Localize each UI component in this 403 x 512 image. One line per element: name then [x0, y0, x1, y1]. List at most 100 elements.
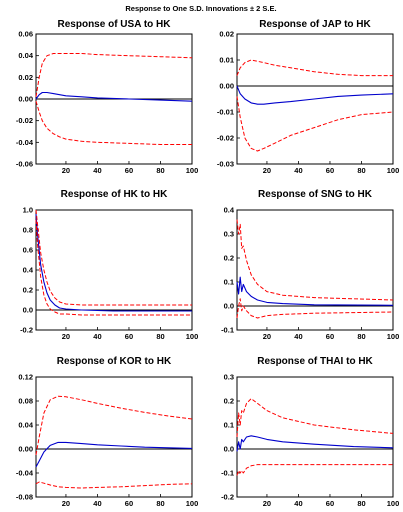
y-tick-label: -0.08: [16, 493, 33, 502]
y-tick-label: -0.02: [217, 134, 234, 143]
x-tick-label: 80: [357, 332, 365, 341]
lower-band-line: [236, 464, 393, 476]
panel-3: Response of HK to HK -0.2 0.0 0.2 0.4 0.6 0.8 1…: [20, 189, 198, 341]
y-tick-label: 0.02: [219, 30, 234, 39]
panel-2: Response of JAP to HK -0.03 -0.02 -0.01 0.00…: [217, 19, 399, 175]
lower-band-line: [35, 219, 192, 316]
y-tick-label: -0.03: [217, 160, 234, 169]
x-tick-label: 40: [294, 499, 302, 508]
panel-4: Response of SNG to HK -0.1 0.0 0.1 0.2 0.3 0.4…: [221, 189, 399, 341]
y-tick-label: -0.06: [16, 160, 33, 169]
y-tick-label: 0.1: [224, 421, 234, 430]
upper-band-line: [35, 395, 193, 456]
lower-band-line: [236, 298, 394, 319]
upper-band-line: [236, 398, 394, 438]
x-tick-label: 40: [93, 332, 101, 341]
y-tick-label: -0.2: [20, 326, 33, 335]
y-tick-label: 0.1: [224, 278, 234, 287]
panel-1: Response of USA to HK -0.06 -0.04 -0.02 0.00…: [16, 19, 198, 175]
response-line: [236, 276, 394, 306]
x-tick-label: 20: [263, 499, 271, 508]
x-tick-label: 40: [93, 499, 101, 508]
response-line: [35, 441, 193, 468]
y-tick-label: 0.2: [224, 397, 234, 406]
y-tick-label: 0.6: [23, 246, 33, 255]
y-tick-label: 0.04: [18, 421, 33, 430]
plot-frame: [35, 376, 193, 498]
y-tick-label: -0.01: [217, 108, 234, 117]
x-tick-label: 20: [62, 332, 70, 341]
panel-title: Response of THAI to HK: [257, 356, 373, 367]
y-tick-label: 0.01: [219, 56, 234, 65]
upper-band-line: [236, 219, 394, 301]
x-tick-label: 40: [294, 166, 302, 175]
x-tick-label: 20: [263, 166, 271, 175]
panel-title: Response of USA to HK: [58, 19, 172, 30]
y-tick-label: -0.04: [16, 469, 34, 478]
x-tick-label: 100: [387, 166, 400, 175]
x-tick-label: 20: [62, 499, 70, 508]
y-tick-label: 0.02: [18, 73, 33, 82]
plot-frame: [236, 209, 394, 331]
panel-5: Response of KOR to HK -0.08 -0.04 0.00 0.04 0…: [16, 356, 198, 508]
panel-title: Response of KOR to HK: [57, 356, 172, 367]
y-tick-label: -0.1: [221, 469, 234, 478]
response-line: [35, 91, 193, 102]
x-tick-label: 100: [186, 499, 199, 508]
response-line: [236, 85, 394, 105]
x-tick-label: 80: [357, 166, 365, 175]
y-tick-label: -0.02: [16, 116, 33, 125]
panel-6: Response of THAI to HK -0.2 -0.1 0.0 0.1 0.2 0…: [221, 356, 399, 508]
x-tick-label: 100: [387, 499, 400, 508]
y-tick-label: 0.04: [18, 51, 33, 60]
plot-frame: [236, 376, 394, 498]
x-tick-label: 60: [125, 499, 133, 508]
x-tick-label: 100: [186, 332, 199, 341]
lower-band-line: [35, 101, 192, 145]
y-tick-label: 0.0: [23, 306, 33, 315]
y-tick-label: -0.1: [221, 326, 234, 335]
y-tick-label: 0.12: [18, 373, 33, 382]
y-tick-label: 0.2: [224, 254, 234, 263]
x-tick-label: 100: [387, 332, 400, 341]
panel-title: Response of HK to HK: [61, 189, 168, 200]
y-tick-label: 0.0: [224, 445, 234, 454]
y-tick-label: 0.3: [224, 230, 234, 239]
lower-band-line: [35, 481, 193, 489]
x-tick-label: 60: [326, 332, 334, 341]
x-tick-label: 20: [263, 332, 271, 341]
y-tick-label: 0.08: [18, 397, 33, 406]
y-tick-label: 0.0: [224, 302, 234, 311]
response-line: [236, 435, 394, 452]
x-tick-label: 40: [294, 332, 302, 341]
y-tick-label: 0.8: [23, 226, 33, 235]
plot-frame: [35, 209, 193, 331]
x-tick-label: 60: [326, 166, 334, 175]
y-tick-label: -0.2: [221, 493, 234, 502]
x-tick-label: 60: [125, 332, 133, 341]
panel-title: Response of JAP to HK: [259, 19, 371, 30]
y-tick-label: 0.06: [18, 30, 33, 39]
y-tick-label: 0.4: [23, 266, 34, 275]
x-tick-label: 100: [186, 166, 199, 175]
upper-band-line: [35, 53, 193, 97]
x-tick-label: 80: [156, 332, 164, 341]
y-tick-label: -0.04: [16, 138, 34, 147]
y-tick-label: 0.00: [18, 445, 33, 454]
x-tick-label: 40: [93, 166, 101, 175]
x-tick-label: 80: [357, 499, 365, 508]
x-tick-label: 60: [125, 166, 133, 175]
x-tick-label: 20: [62, 166, 70, 175]
x-tick-label: 80: [156, 499, 164, 508]
x-tick-label: 60: [326, 499, 334, 508]
lower-band-line: [236, 96, 394, 152]
figure-title: Response to One S.D. Innovations ± 2 S.E…: [125, 4, 276, 13]
upper-band-line: [35, 209, 192, 306]
panels: Response of USA to HK-0.06-0.04-0.020.00…: [16, 19, 399, 508]
y-tick-label: 1.0: [23, 206, 33, 215]
y-tick-label: 0.00: [18, 95, 33, 104]
panel-title: Response of SNG to HK: [258, 189, 373, 200]
y-tick-label: 0.4: [224, 206, 235, 215]
response-line: [35, 213, 192, 312]
